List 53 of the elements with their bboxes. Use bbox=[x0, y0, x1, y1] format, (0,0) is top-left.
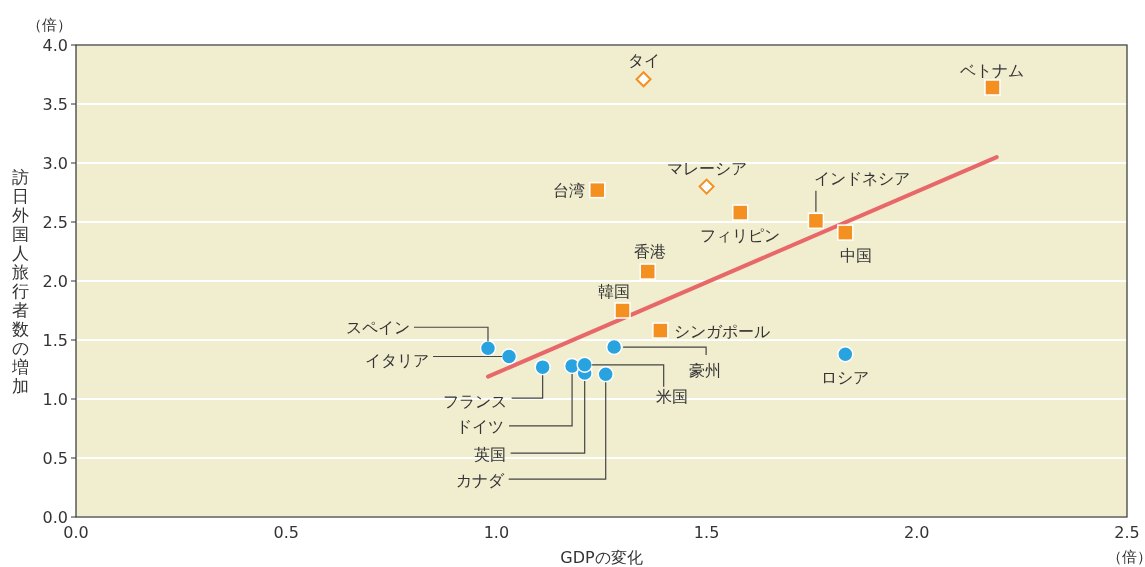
annotation: ドイツ bbox=[456, 417, 505, 437]
annotation: フィリピン bbox=[700, 226, 781, 246]
annotation: イタリア bbox=[365, 351, 430, 371]
annotation: 台湾 bbox=[553, 180, 586, 200]
y-tick-label: 3.5 bbox=[42, 94, 68, 114]
y-tick-label: 4.0 bbox=[42, 35, 68, 55]
point bbox=[731, 204, 749, 221]
annotation: カナダ bbox=[455, 470, 505, 490]
annotation: フランス bbox=[442, 391, 507, 411]
point bbox=[652, 322, 669, 339]
x-tick-label: 2.0 bbox=[904, 522, 930, 542]
point bbox=[576, 356, 593, 374]
point bbox=[635, 71, 652, 88]
annotation: ロシア bbox=[821, 367, 870, 387]
y-tick-label: 1.0 bbox=[42, 389, 68, 409]
y-tick-label: 1.5 bbox=[42, 330, 68, 350]
y-tick-label: 0.5 bbox=[42, 448, 68, 468]
annotation: 米国 bbox=[655, 387, 688, 407]
point bbox=[837, 345, 854, 363]
point bbox=[534, 358, 551, 376]
point bbox=[698, 178, 715, 195]
annotation: インドネシア bbox=[813, 169, 910, 189]
point bbox=[837, 224, 854, 241]
point bbox=[807, 212, 825, 230]
x-tick-label: 1.5 bbox=[693, 522, 720, 542]
point bbox=[639, 263, 656, 280]
annotation: 香港 bbox=[633, 242, 666, 262]
annotation: マレーシア bbox=[666, 159, 747, 179]
point bbox=[597, 365, 614, 383]
annotation: 豪州 bbox=[689, 360, 722, 380]
x-tick-label: 0.5 bbox=[273, 522, 299, 542]
point bbox=[500, 348, 518, 365]
text: 訪日外国人旅行者数の増加 bbox=[11, 166, 29, 396]
annotation: スペイン bbox=[345, 317, 410, 337]
annotation: 英国 bbox=[473, 444, 506, 464]
text: （倍） bbox=[1106, 548, 1145, 566]
text: （倍） bbox=[27, 16, 72, 34]
y-tick-label: 2.0 bbox=[42, 271, 68, 291]
x-axis-title: GDPの変化 bbox=[560, 547, 643, 567]
annotation: ベトナム bbox=[960, 60, 1025, 80]
y-tick-label: 2.5 bbox=[42, 212, 68, 232]
point bbox=[589, 181, 606, 199]
point bbox=[605, 338, 623, 356]
x-tick-label: 1.0 bbox=[483, 522, 510, 542]
y-tick-label: 3.0 bbox=[42, 153, 68, 173]
annotation: タイ bbox=[627, 50, 660, 70]
annotation: シンガポール bbox=[674, 322, 771, 342]
point bbox=[479, 340, 497, 357]
point bbox=[614, 302, 631, 319]
annotation: 韓国 bbox=[597, 282, 630, 301]
point bbox=[984, 79, 1001, 96]
annotation: 中国 bbox=[840, 246, 873, 266]
x-tick-label: 2.5 bbox=[1114, 522, 1140, 542]
